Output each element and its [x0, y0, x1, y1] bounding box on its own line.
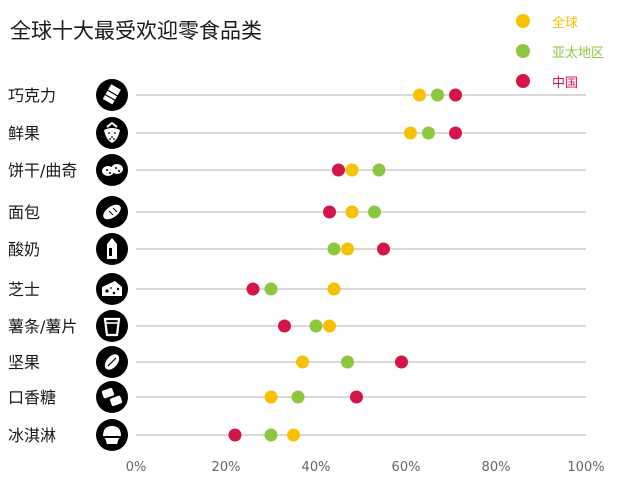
- category-label-chocolate: 巧克力: [8, 86, 56, 105]
- category-label-fresh-fruit: 鲜果: [8, 124, 40, 143]
- point-global-bread: [345, 205, 359, 219]
- point-china-chocolate: [449, 88, 462, 102]
- point-china-fresh-fruit: [449, 126, 462, 140]
- x-tick-label: 20%: [212, 460, 241, 475]
- category-label-bread: 面包: [8, 203, 40, 222]
- point-global-nuts: [296, 355, 309, 369]
- legend: 全球 亚太地区 中国: [516, 10, 616, 100]
- legend-item-china: 中国: [516, 70, 616, 100]
- point-asia-pacific-cheese: [264, 282, 278, 296]
- category-label-ice-cream: 冰淇淋: [8, 426, 56, 445]
- yogurt-carton-icon: [96, 233, 128, 265]
- point-global-cookies: [345, 163, 359, 177]
- x-tick-label: 60%: [392, 460, 421, 475]
- cheese-icon: [96, 273, 128, 305]
- point-china-cheese: [246, 282, 260, 296]
- category-label-cookies: 饼干/曲奇: [8, 161, 77, 180]
- point-china-bread: [323, 205, 336, 219]
- point-global-ice-cream: [287, 428, 300, 442]
- point-global-fresh-fruit: [404, 126, 417, 140]
- legend-marker-asia-pacific: [516, 44, 530, 58]
- cookies-icon: [96, 154, 128, 186]
- point-asia-pacific-chewing-gum: [291, 390, 305, 404]
- category-label-cheese: 芝士: [8, 280, 40, 299]
- point-asia-pacific-ice-cream: [264, 428, 278, 442]
- point-global-chips: [323, 319, 336, 333]
- point-china-chips: [278, 319, 291, 333]
- point-asia-pacific-chips: [309, 319, 323, 333]
- point-asia-pacific-yogurt: [327, 242, 341, 256]
- x-tick-label: 0%: [126, 460, 147, 475]
- chart-title: 全球十大最受欢迎零食品类: [10, 19, 262, 43]
- category-label-chewing-gum: 口香糖: [8, 388, 56, 407]
- legend-marker-global: [516, 14, 530, 28]
- point-china-chewing-gum: [350, 390, 363, 404]
- x-tick-label: 40%: [302, 460, 331, 475]
- point-global-chewing-gum: [264, 390, 278, 404]
- point-global-cheese: [327, 282, 341, 296]
- chips-cup-icon: [96, 310, 128, 342]
- legend-item-asia-pacific: 亚太地区: [516, 40, 616, 70]
- point-asia-pacific-nuts: [341, 355, 354, 369]
- point-global-yogurt: [341, 242, 354, 256]
- ice-cream-icon: [96, 419, 128, 451]
- point-china-yogurt: [377, 242, 390, 256]
- point-asia-pacific-fresh-fruit: [422, 126, 435, 140]
- category-label-nuts: 坚果: [8, 353, 40, 372]
- point-china-ice-cream: [228, 428, 242, 442]
- x-tick-label: 80%: [482, 460, 511, 475]
- nut-icon: [96, 346, 128, 378]
- point-china-nuts: [395, 355, 408, 369]
- legend-label-global: 全球: [552, 16, 579, 31]
- legend-item-global: 全球: [516, 10, 616, 40]
- point-global-chocolate: [413, 88, 426, 102]
- point-china-cookies: [332, 163, 345, 177]
- bread-icon: [96, 196, 128, 228]
- x-tick-label: 100%: [567, 460, 604, 475]
- legend-marker-china: [516, 74, 530, 88]
- point-asia-pacific-chocolate: [431, 88, 444, 102]
- strawberry-icon: [96, 117, 128, 149]
- point-asia-pacific-cookies: [372, 163, 386, 177]
- category-label-chips: 薯条/薯片: [8, 317, 77, 336]
- category-label-yogurt: 酸奶: [8, 240, 40, 259]
- legend-label-asia-pacific: 亚太地区: [552, 46, 605, 61]
- point-asia-pacific-bread: [368, 205, 381, 219]
- chewing-gum-icon: [96, 381, 128, 413]
- legend-label-china: 中国: [552, 76, 579, 91]
- chocolate-bar-icon: [96, 79, 128, 111]
